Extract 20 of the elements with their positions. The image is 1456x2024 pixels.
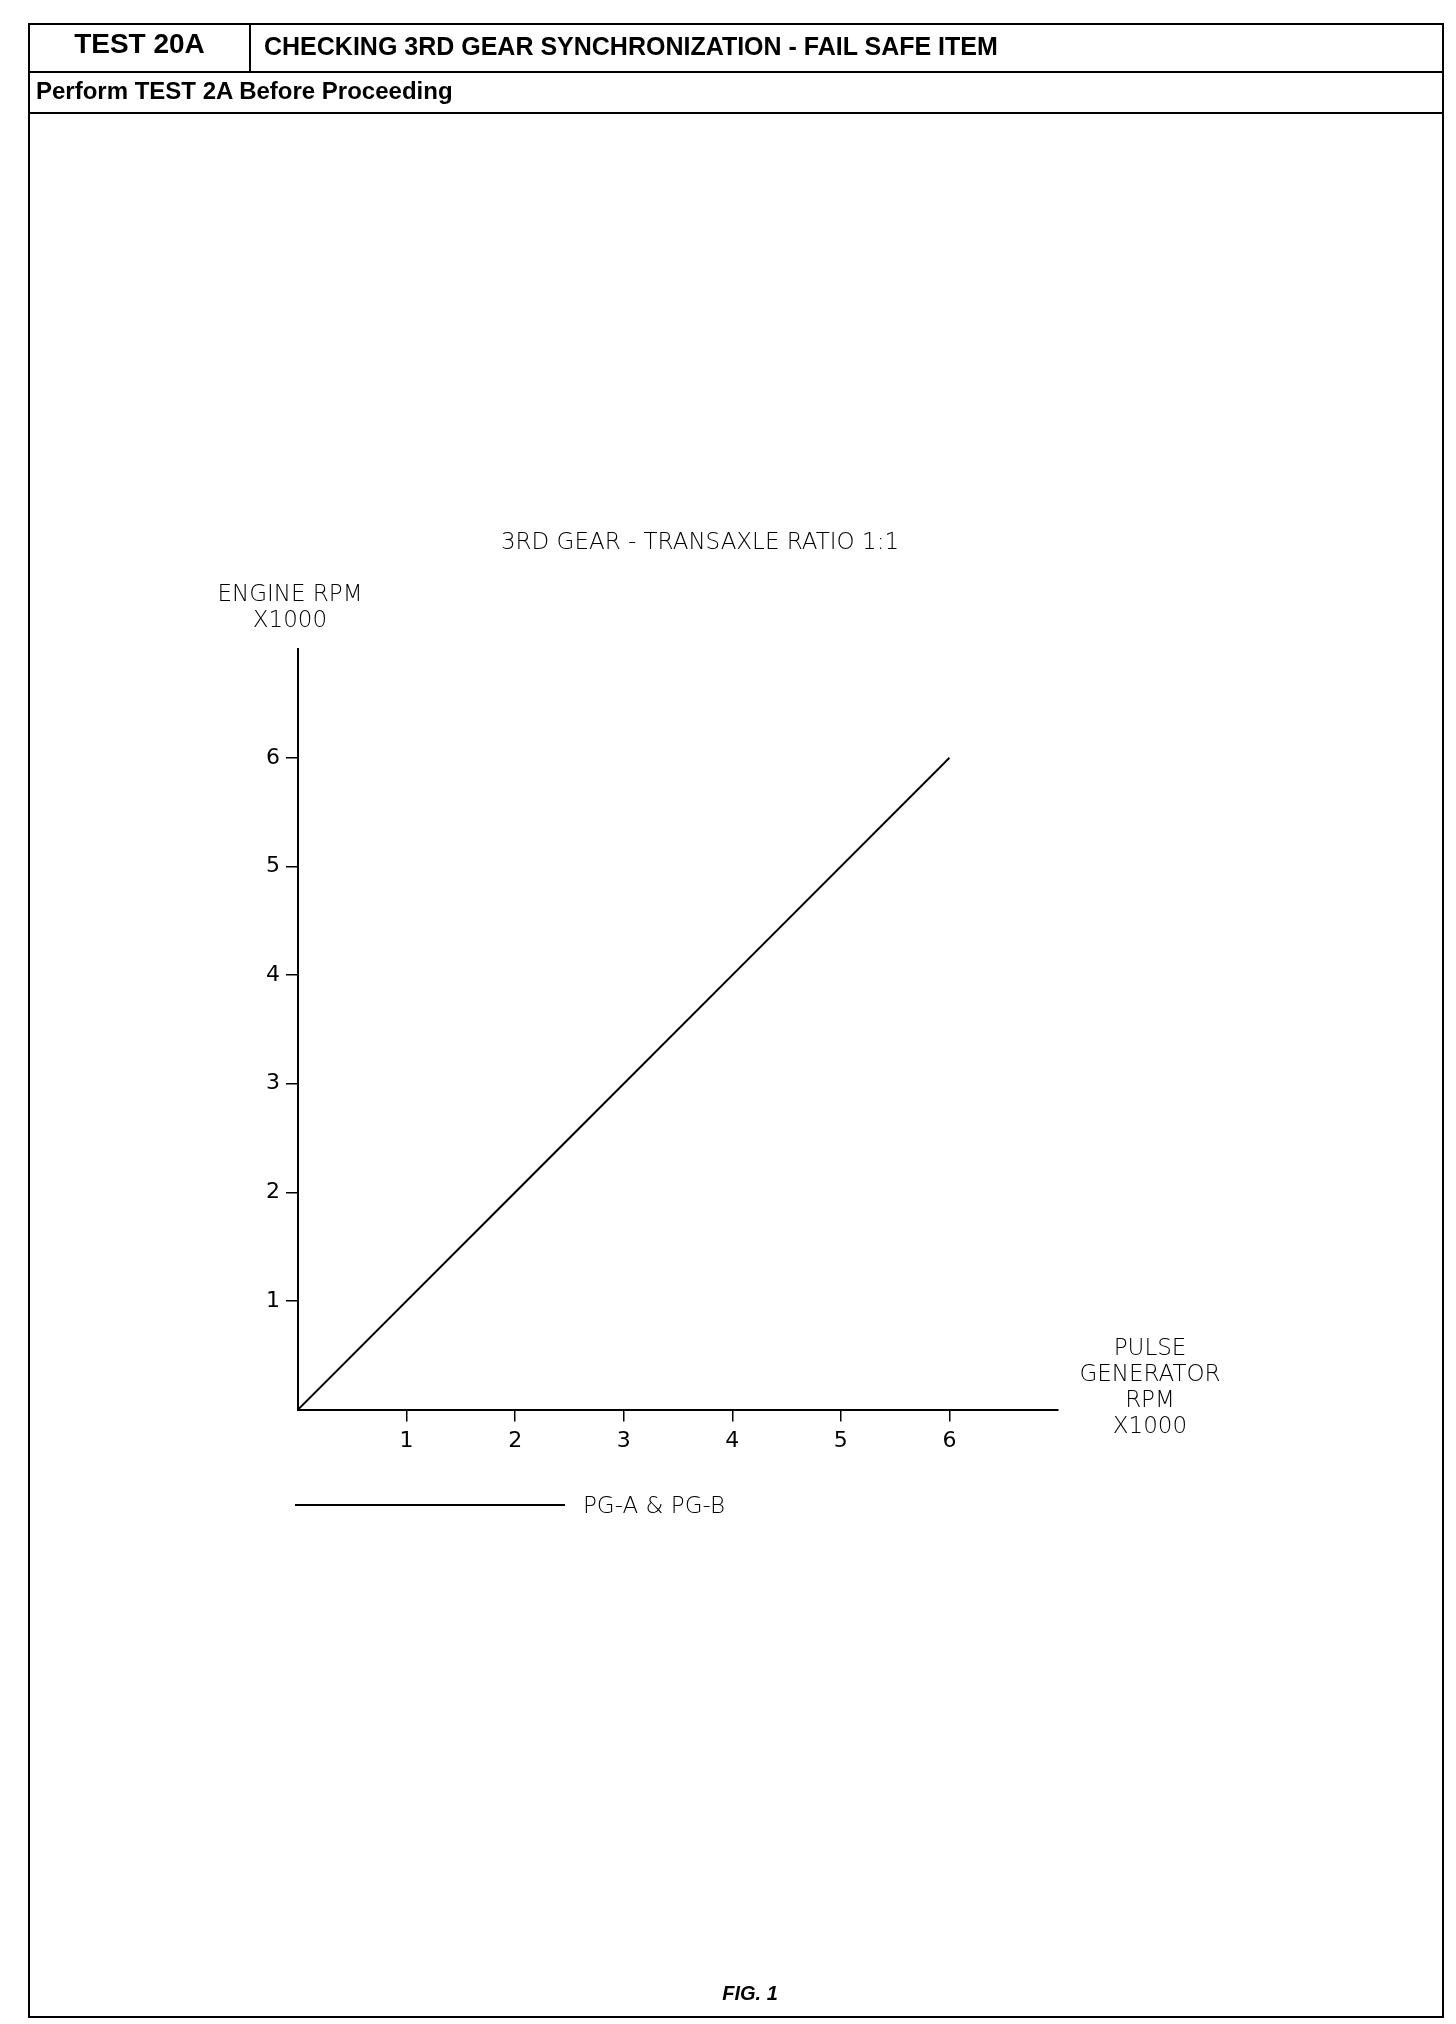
- x-tick-label: 4: [725, 1426, 740, 1452]
- y-tick-label: 3: [266, 1069, 280, 1095]
- y-tick-label: 6: [266, 743, 280, 769]
- x-tick-label: 5: [833, 1426, 848, 1452]
- x-tick-label: 3: [616, 1426, 631, 1452]
- x-tick-label: 6: [942, 1426, 957, 1452]
- y-tick-label: 4: [266, 960, 280, 986]
- y-axis-title: ENGINE RPM X1000: [216, 580, 364, 632]
- caption: FIG. 1: [721, 1982, 779, 2005]
- x-axis-title: PULSE GENERATOR RPM X1000: [1078, 1334, 1222, 1438]
- text: Perform TEST 2A Before Proceeding: [36, 77, 453, 105]
- text: CHECKING 3RD GEAR SYNCHRONIZATION - FAIL SAFE ITEM: [264, 32, 998, 61]
- text: TEST 20A: [73, 28, 206, 60]
- x-tick-label: 2: [508, 1426, 523, 1452]
- text: PG-A & PG-B: [583, 1492, 726, 1518]
- x-tick-label: 1: [399, 1426, 414, 1452]
- y-tick-label: 5: [266, 852, 280, 878]
- y-tick-label: 2: [266, 1178, 280, 1204]
- y-tick-label: 1: [266, 1286, 280, 1312]
- chart-title: 3RD GEAR - TRANSAXLE RATIO 1:1: [499, 528, 901, 554]
